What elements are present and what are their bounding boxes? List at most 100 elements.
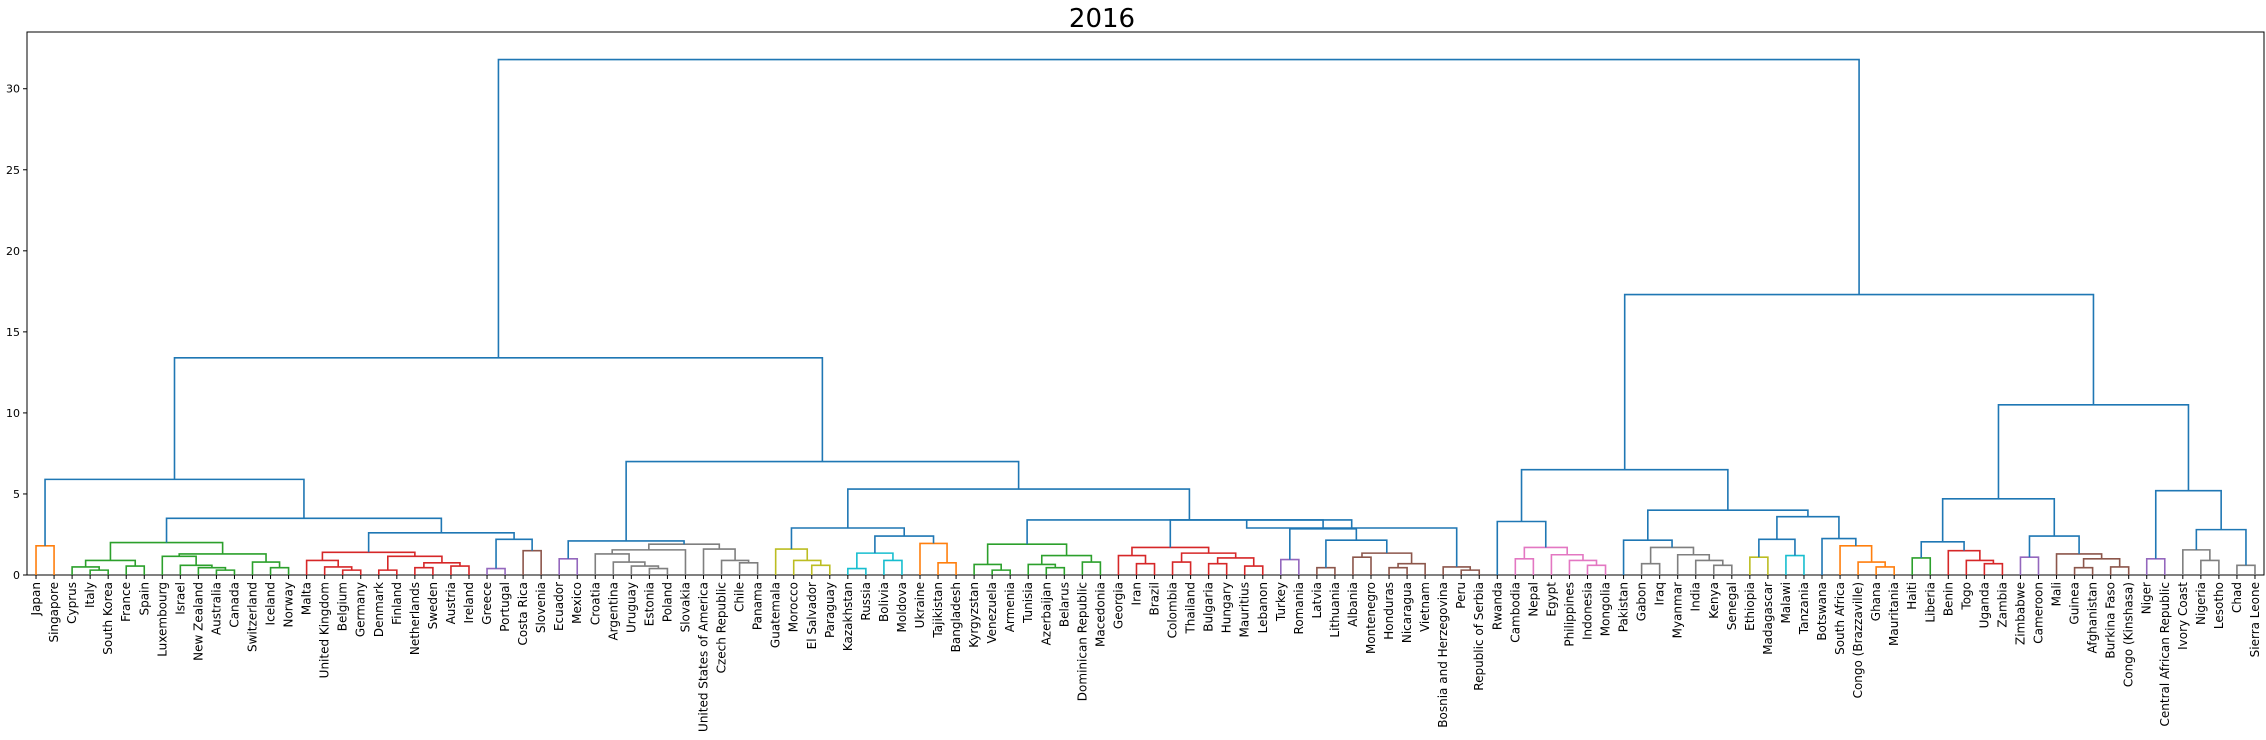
leaf-label: Norway (282, 582, 296, 628)
dendrogram-link (1586, 564, 1607, 575)
dendrogram-link (1243, 565, 1264, 575)
dendrogram-link (1325, 539, 1388, 568)
dendrogram-link (89, 569, 109, 575)
dendrogram-link (792, 559, 822, 575)
dendrogram-link (594, 553, 630, 575)
dendrogram-link (720, 559, 750, 575)
dendrogram-link (1171, 561, 1192, 575)
dendrogram-link (1081, 561, 1102, 575)
dendrogram-link (251, 561, 281, 575)
leaf-label: Bolivia (877, 582, 891, 622)
leaf-label: Zimbabwe (2013, 582, 2027, 645)
dendrogram-link (1941, 498, 2056, 542)
leaf-label: Niger (2140, 582, 2154, 614)
leaf-label: Togo (1959, 582, 1973, 611)
dendrogram-link (1947, 549, 1981, 575)
leaf-label: Zambia (1995, 582, 2009, 628)
dendrogram-link (161, 555, 197, 575)
dendrogram-link (1496, 520, 1547, 575)
leaf-label: Turkey (1274, 582, 1288, 622)
leaf-label: Nicaragua (1400, 582, 1414, 643)
leaf-label: Armenia (1003, 582, 1017, 632)
dendrogram-link (1649, 546, 1695, 564)
dendrogram-link (1712, 564, 1733, 575)
leaf-label: Cameroon (2031, 582, 2045, 644)
dendrogram-link (1442, 566, 1472, 575)
leaf-label: Peru (1454, 582, 1468, 609)
leaf-label: Guatemala (769, 582, 783, 648)
dendrogram-link (1647, 509, 1809, 541)
leaf-label: Iran (1129, 582, 1143, 605)
dendrogram-link (197, 566, 227, 575)
plot-frame (26, 31, 2265, 576)
leaf-label: Bulgaria (1202, 582, 1216, 632)
leaf-label: Japan (29, 582, 43, 616)
leaf-label: Cambodia (1508, 582, 1522, 643)
leaf-label: Haiti (1905, 582, 1919, 610)
dendrogram-link (414, 566, 434, 575)
dendrogram-link (2109, 566, 2130, 575)
leaf-label: Nepal (1526, 582, 1540, 617)
dendrogram-link (1388, 566, 1408, 575)
dendrogram-link (1785, 554, 1805, 575)
dendrogram-link (109, 541, 224, 561)
dendrogram-link (937, 562, 957, 575)
leaf-label: Argentina (606, 582, 620, 641)
leaf-label: Mongolia (1599, 582, 1613, 636)
leaf-label: Rwanda (1490, 582, 1504, 630)
dendrogram-link (2236, 564, 2256, 575)
leaf-label: Colombia (1166, 582, 1180, 638)
dendrogram-link (702, 548, 736, 575)
dendrogram-link (1289, 528, 1358, 560)
dendrogram-link (377, 569, 398, 575)
leaf-label: Australia (209, 582, 223, 635)
leaf-label: Mauritania (1887, 582, 1901, 646)
leaf-label: Tanzania (1797, 582, 1811, 635)
dendrogram-link (2195, 528, 2247, 566)
dendrogram-link (1821, 537, 1857, 575)
leaf-label: Congo (Kinshasa) (2122, 582, 2136, 687)
leaf-label: Liberia (1923, 582, 1937, 623)
dendrogram-link (1568, 559, 1598, 575)
leaf-label: Belgium (336, 582, 350, 631)
leaf-label: France (119, 582, 133, 622)
leaf-label: Estonia (642, 582, 656, 626)
leaf-label: Malawi (1779, 582, 1793, 624)
dendrogram-link (1694, 559, 1724, 575)
leaf-label: Egypt (1544, 582, 1558, 617)
dendrogram-link (856, 552, 894, 569)
leaf-label: Madagascar (1761, 582, 1775, 655)
leaf-label: Czech Republic (715, 582, 729, 673)
dendrogram-link (323, 566, 353, 575)
leaf-label: Myanmar (1671, 582, 1685, 638)
leaf-label: Uganda (1977, 582, 1991, 628)
y-tick-label: 15 (6, 326, 20, 339)
dendrogram-link (1676, 553, 1711, 575)
dendrogram-link (774, 548, 809, 575)
dendrogram-link (847, 488, 1191, 528)
leaf-label: Lesotho (2212, 582, 2226, 629)
dendrogram-link (497, 58, 1860, 358)
dendrogram-link (810, 564, 831, 575)
dendrogram-links (35, 58, 2256, 575)
leaf-label: Mali (2050, 582, 2064, 606)
leaf-label: Finland (390, 582, 404, 625)
dendrogram-link (84, 559, 137, 567)
leaf-label: El Salvador (805, 582, 819, 649)
leaf-label: Denmark (372, 582, 386, 637)
leaf-label: Panama (751, 582, 765, 630)
leaf-label: Portugal (498, 582, 512, 632)
leaf-label: United States of America (697, 582, 711, 732)
leaf-label: Congo (Brazzaville) (1851, 582, 1865, 698)
dendrogram-link (179, 564, 213, 575)
leaf-label: Kenya (1707, 582, 1721, 619)
leaf-label: Canada (227, 582, 241, 628)
dendrogram-link (1965, 559, 1995, 575)
leaf-label: Vietnam (1418, 582, 1432, 632)
dendrogram-link (44, 478, 305, 546)
dendrogram-link (35, 545, 55, 575)
leaf-label: Switzerland (246, 582, 260, 652)
chart-title: 2016 (1069, 4, 1135, 34)
leaf-label: Kyrgyzstan (967, 582, 981, 648)
